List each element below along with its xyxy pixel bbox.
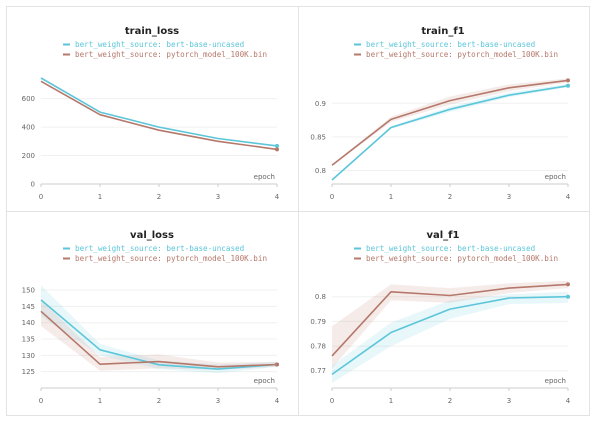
- train-loss-series-line-1: [40, 80, 278, 151]
- y-tick-label: 145: [22, 303, 35, 311]
- val-f1-panel: val_f1 bert_weight_source: bert-base-unca…: [298, 211, 590, 416]
- x-tick-label: 2: [448, 193, 452, 201]
- y-tick-label: 0: [31, 181, 35, 189]
- x-tick-label: 4: [275, 397, 280, 405]
- x-tick-label: 1: [389, 397, 393, 405]
- x-axis-label: epoch: [545, 173, 566, 181]
- x-tick-label: 4: [275, 193, 280, 201]
- legend-entry-1: bert_weight_source: pytorch_model_100K.b…: [366, 254, 558, 263]
- train-f1-series-line-1: [331, 79, 569, 166]
- x-tick-label: 2: [157, 397, 161, 405]
- val-loss-panel: val_loss bert_weight_source: bert-base-un…: [7, 211, 299, 416]
- y-tick-label: 150: [22, 287, 35, 295]
- val-f1-band-1: [332, 280, 568, 369]
- val-f1-end-point-1: [566, 282, 570, 287]
- y-tick-label: 140: [22, 319, 35, 327]
- y-tick-label: 0.9: [315, 100, 326, 108]
- y-tick-label: 0.77: [310, 367, 326, 375]
- train-f1-end-point-0: [566, 83, 570, 88]
- x-axis-label: epoch: [254, 377, 275, 385]
- val-f1-end-point-0: [566, 294, 570, 299]
- y-tick-label: 0.8: [315, 293, 326, 301]
- y-tick-label: 0.78: [310, 343, 326, 351]
- chart-title: val_f1: [426, 230, 459, 241]
- legend-entry-0: bert_weight_source: bert-base-uncased: [366, 244, 535, 253]
- x-tick-label: 0: [330, 193, 334, 201]
- train-f1-panel: train_f1 bert_weight_source: bert-base-un…: [298, 7, 590, 212]
- val-loss-series-line-1: [40, 310, 278, 368]
- x-tick-label: 2: [157, 193, 161, 201]
- val-f1-series-line-1: [331, 283, 569, 357]
- x-tick-label: 0: [330, 397, 334, 405]
- legend-entry-0: bert_weight_source: bert-base-uncased: [75, 40, 244, 49]
- train-f1-series-line-0: [331, 85, 569, 181]
- val-loss-band-1: [41, 299, 277, 371]
- y-tick-label: 130: [22, 352, 35, 360]
- val-f1-chart: val_f1 bert_weight_source: bert-base-unca…: [310, 230, 571, 405]
- y-tick-label: 200: [22, 152, 35, 160]
- y-tick-label: 135: [22, 336, 35, 344]
- chart-title: val_loss: [130, 230, 174, 241]
- y-tick-label: 600: [22, 95, 35, 103]
- x-axis-label: epoch: [254, 173, 275, 181]
- y-tick-label: 0.79: [310, 318, 326, 326]
- x-tick-label: 3: [507, 397, 511, 405]
- legend-entry-0: bert_weight_source: bert-base-uncased: [75, 244, 244, 253]
- x-tick-label: 1: [389, 193, 393, 201]
- legend-entry-1: bert_weight_source: pytorch_model_100K.b…: [75, 50, 267, 59]
- train-loss-panel: train_loss bert_weight_source: bert-base-…: [7, 7, 299, 212]
- x-axis-label: epoch: [545, 377, 566, 385]
- train-loss-end-point-0: [275, 143, 279, 148]
- x-tick-label: 3: [216, 397, 220, 405]
- chart-title: train_loss: [125, 26, 179, 37]
- val-loss-band-0: [41, 285, 277, 374]
- val-loss-end-point-1: [275, 362, 279, 367]
- val-loss-chart: val_loss bert_weight_source: bert-base-un…: [22, 230, 280, 405]
- train-f1-end-point-1: [566, 78, 570, 83]
- val-f1-series-line-0: [331, 295, 569, 376]
- train-f1-chart: train_f1 bert_weight_source: bert-base-un…: [310, 26, 571, 201]
- x-tick-label: 1: [98, 193, 102, 201]
- x-tick-label: 3: [507, 193, 511, 201]
- y-tick-label: 400: [22, 124, 35, 132]
- x-tick-label: 0: [39, 193, 43, 201]
- x-tick-label: 4: [566, 397, 571, 405]
- legend-entry-0: bert_weight_source: bert-base-uncased: [366, 40, 535, 49]
- x-tick-label: 0: [39, 397, 43, 405]
- x-tick-label: 3: [216, 193, 220, 201]
- val-f1-band-0: [332, 291, 568, 384]
- train-loss-chart: train_loss bert_weight_source: bert-base-…: [22, 26, 280, 201]
- x-tick-label: 1: [98, 397, 102, 405]
- x-tick-label: 4: [566, 193, 571, 201]
- legend-entry-1: bert_weight_source: pytorch_model_100K.b…: [75, 254, 267, 263]
- y-tick-label: 0.8: [315, 167, 326, 175]
- train-loss-end-point-1: [275, 147, 279, 152]
- y-tick-label: 125: [22, 368, 35, 376]
- chart-title: train_f1: [421, 26, 464, 37]
- train-loss-series-line-0: [40, 77, 278, 147]
- chart-grid: train_loss bert_weight_source: bert-base-…: [6, 6, 590, 416]
- y-tick-label: 0.85: [310, 133, 326, 141]
- x-tick-label: 2: [448, 397, 452, 405]
- legend-entry-1: bert_weight_source: pytorch_model_100K.b…: [366, 50, 558, 59]
- val-loss-series-line-0: [40, 299, 278, 370]
